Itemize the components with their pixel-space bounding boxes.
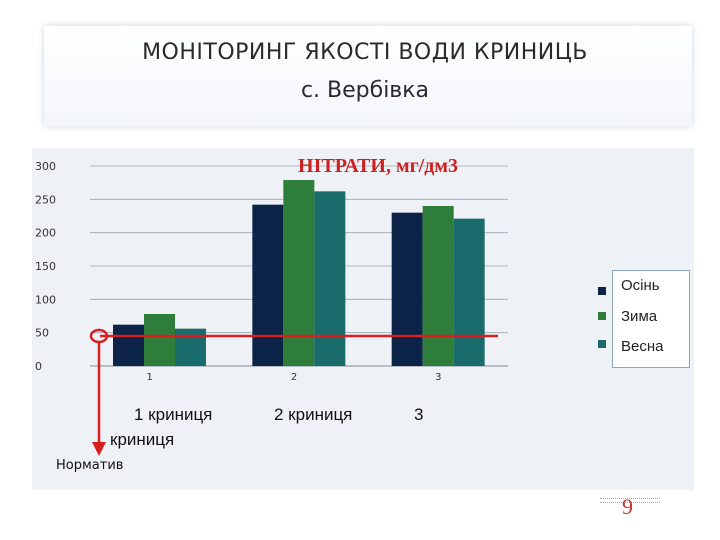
bar-зима-2: [283, 180, 315, 366]
well1-wrap-label: криниця: [110, 430, 175, 449]
x-tick-label: 3: [435, 372, 441, 383]
bar-зима-1: [144, 314, 175, 366]
y-tick-label: 250: [35, 193, 56, 206]
y-tick-label: 50: [35, 327, 49, 340]
page-number: 9: [622, 494, 633, 519]
well3-label: 3: [414, 405, 424, 424]
legend-label-autumn: Осінь: [621, 277, 660, 294]
bar-весна-3: [453, 218, 485, 366]
bar-зима-3: [422, 206, 454, 366]
bar-осінь-2: [252, 204, 284, 366]
y-tick-label: 300: [35, 160, 56, 173]
footer-divider: [600, 498, 660, 503]
chart-title: НІТРАТИ, мг/дм3: [298, 155, 458, 177]
chart: 1 2 3 0 50 100 150 200 250 300 НІТРАТИ, мг/дм3: [35, 155, 508, 456]
bar-осінь-3: [391, 212, 423, 366]
y-tick-label: 0: [35, 360, 42, 373]
y-tick-label: 200: [35, 227, 56, 240]
y-tick-label: 100: [35, 293, 56, 306]
bar-весна-2: [314, 191, 346, 366]
norm-label: Норматив: [56, 458, 124, 473]
legend-item-autumn: Осінь: [621, 277, 660, 294]
legend-swatch-winter: [598, 312, 606, 320]
x-tick-label: 1: [146, 372, 152, 383]
legend-item-winter: Зима: [621, 308, 657, 325]
well1-label: 1 криниця: [134, 405, 213, 424]
page-subtitle: с. Вербівка: [300, 78, 430, 103]
title-box: [44, 26, 692, 126]
chart-panel: [32, 148, 694, 490]
bar-осінь-1: [113, 324, 144, 366]
bar-весна-1: [175, 328, 206, 366]
norm-arrow-head: [92, 442, 106, 456]
legend-swatch-spring: [598, 340, 606, 348]
legend-item-spring: Весна: [621, 338, 663, 355]
legend-swatch-autumn: [598, 287, 606, 295]
legend-label-winter: Зима: [621, 308, 658, 325]
y-tick-label: 150: [35, 260, 56, 273]
legend: Осінь Зима Весна: [612, 270, 690, 368]
x-tick-label: 2: [291, 372, 297, 383]
well2-label: 2 криниця: [274, 405, 353, 424]
page-title: МОНІТОРИНГ ЯКОСТІ ВОДИ КРИНИЦЬ: [142, 40, 588, 65]
legend-label-spring: Весна: [621, 338, 664, 355]
